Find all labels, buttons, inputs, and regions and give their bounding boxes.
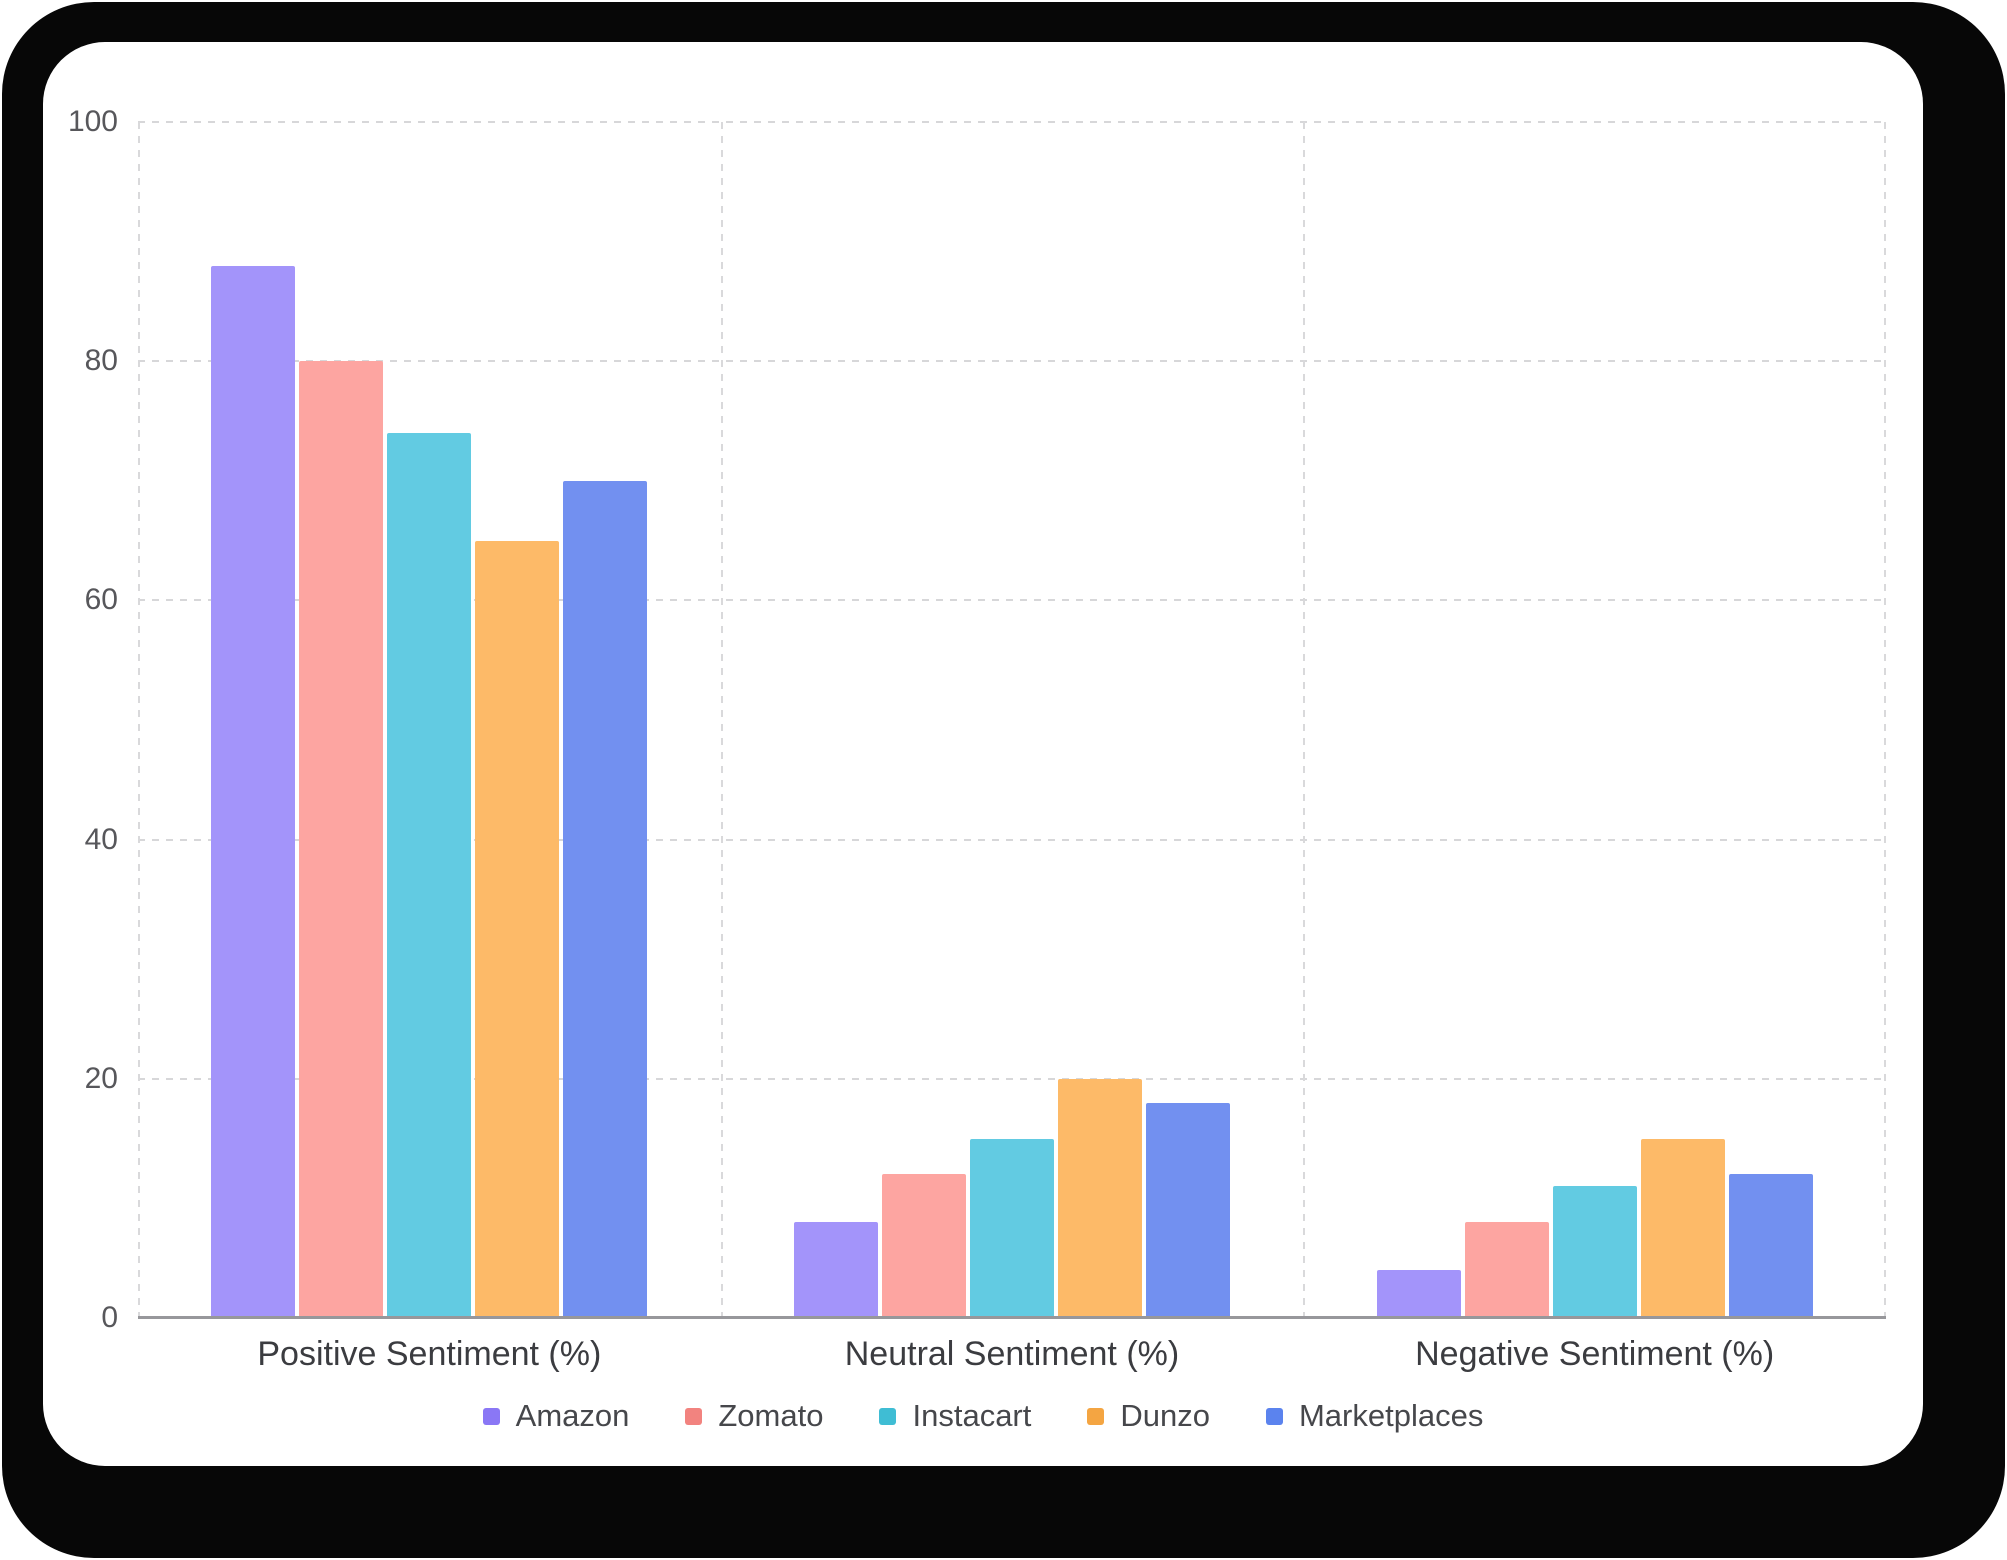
bar-dunzo-negative-sentiment (1640, 1138, 1725, 1318)
legend-label-marketplaces: Marketplaces (1298, 1398, 1484, 1433)
legend-label-amazon: Amazon (515, 1398, 630, 1433)
bar-amazon-negative-sentiment (1376, 1270, 1461, 1318)
bar-zomato-negative-sentiment (1464, 1222, 1549, 1318)
legend-item-instacart[interactable]: Instacart (879, 1398, 1031, 1434)
legend: Amazon Zomato Instacart Dunzo Marketplaces (43, 1394, 1923, 1438)
bar-instacart-positive-sentiment (387, 432, 472, 1318)
h-gridline-80 (138, 360, 1886, 363)
y-tick-label-40: 40 (84, 822, 118, 856)
bar-zomato-neutral-sentiment (881, 1174, 966, 1318)
category-label-positive-sentiment: Positive Sentiment (%) (257, 1335, 602, 1373)
h-gridline-100 (138, 121, 1886, 123)
bar-group-neutral-sentiment (721, 122, 1304, 1318)
legend-label-instacart: Instacart (912, 1398, 1032, 1433)
plot-right-border (1884, 122, 1886, 1318)
legend-swatch-amazon (482, 1407, 500, 1425)
category-label-negative-sentiment: Negative Sentiment (%) (1415, 1335, 1775, 1373)
bar-amazon-neutral-sentiment (793, 1222, 878, 1318)
y-tick-label-0: 0 (101, 1301, 118, 1334)
category-separator-1 (721, 122, 723, 1318)
chart-card: 0 20 40 60 80 100 Positive Sentiment (%) Neutr… (43, 42, 1923, 1466)
bar-instacart-negative-sentiment (1552, 1186, 1637, 1318)
legend-swatch-zomato (685, 1407, 703, 1425)
y-tick-label-20: 20 (84, 1061, 118, 1095)
bar-marketplaces-negative-sentiment (1728, 1174, 1813, 1318)
legend-item-marketplaces[interactable]: Marketplaces (1265, 1398, 1484, 1434)
bar-amazon-positive-sentiment (211, 265, 296, 1318)
bar-group-negative-sentiment (1303, 122, 1886, 1318)
legend-label-zomato: Zomato (718, 1398, 824, 1433)
h-gridline-60 (138, 599, 1886, 602)
y-tick-label-80: 80 (84, 344, 118, 378)
h-gridline-40 (138, 838, 1886, 841)
y-tick-label-100: 100 (67, 105, 118, 138)
x-axis-labels: Positive Sentiment (%) Neutral Sentiment … (138, 1335, 1886, 1381)
category-label-neutral-sentiment: Neutral Sentiment (%) (844, 1335, 1180, 1373)
legend-item-dunzo[interactable]: Dunzo (1087, 1398, 1210, 1434)
bar-group-positive-sentiment (138, 122, 721, 1318)
h-gridline-20 (138, 1077, 1886, 1080)
legend-swatch-marketplaces (1265, 1407, 1283, 1425)
legend-item-amazon[interactable]: Amazon (482, 1398, 630, 1434)
y-tick-label-60: 60 (84, 583, 118, 617)
category-separator-2 (1303, 122, 1305, 1318)
bar-dunzo-positive-sentiment (475, 540, 560, 1318)
bar-marketplaces-positive-sentiment (563, 480, 648, 1318)
legend-swatch-dunzo (1087, 1407, 1105, 1425)
y-axis-line (138, 122, 140, 1318)
legend-label-dunzo: Dunzo (1120, 1398, 1210, 1433)
legend-item-zomato[interactable]: Zomato (685, 1398, 823, 1434)
bar-dunzo-neutral-sentiment (1057, 1078, 1142, 1318)
bar-zomato-positive-sentiment (299, 361, 384, 1318)
legend-swatch-instacart (879, 1407, 897, 1425)
x-axis-line (138, 1316, 1886, 1319)
bar-marketplaces-neutral-sentiment (1145, 1102, 1230, 1318)
bar-instacart-neutral-sentiment (969, 1138, 1054, 1318)
plot-area: 0 20 40 60 80 100 (68, 105, 1886, 1334)
